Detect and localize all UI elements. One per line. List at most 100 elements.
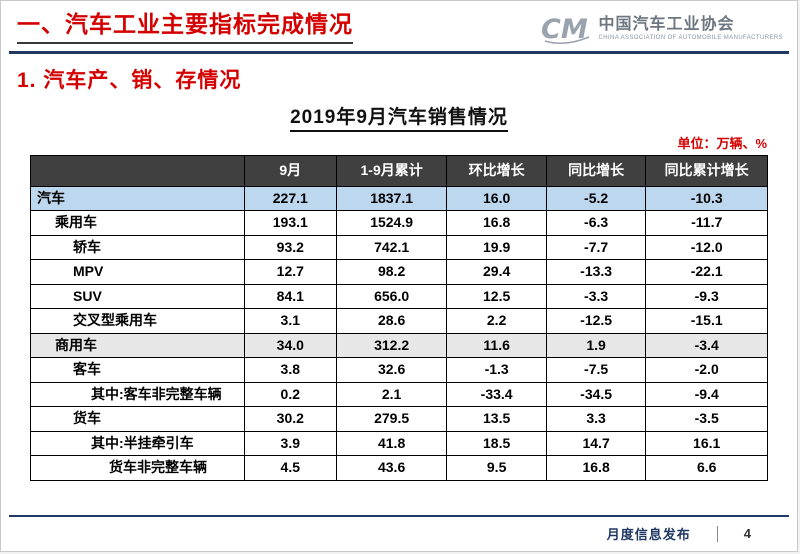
row-label: 乘用车 [30,210,245,236]
cell-value: -9.3 [645,283,768,309]
table-header-row: 9月 1-9月累计 环比增长 同比增长 同比累计增长 [30,155,768,187]
cell-value: 1837.1 [335,185,448,211]
cell-value: 16.1 [645,430,768,456]
footer-content: 月度信息发布 4 [1,517,797,543]
cell-value: -34.5 [545,381,647,407]
cell-value: -3.4 [645,332,768,358]
row-label: 交叉型乘用车 [30,308,245,334]
footer-divider [9,515,789,517]
table-row: MPV 12.7 98.2 29.4 -13.3 -22.1 [30,259,768,285]
row-label: 汽车 [30,185,245,211]
cell-value: -7.5 [545,357,647,383]
cell-value: -10.3 [645,185,768,211]
cell-value: 656.0 [335,283,448,309]
cell-value: -9.4 [645,381,768,407]
cell-value: -5.2 [545,185,647,211]
unit-note: 单位：万辆、% [677,136,767,151]
table-row: SUV 84.1 656.0 12.5 -3.3 -9.3 [30,283,768,309]
footer-label: 月度信息发布 [606,527,691,542]
row-label: 其中:客车非完整车辆 [30,381,245,407]
cell-value: 3.1 [243,308,337,334]
cell-value: 3.3 [545,406,647,432]
page-number: 4 [743,526,751,541]
section-title: 1. 汽车产、销、存情况 [17,69,242,92]
table-row: 其中:半挂牵引车 3.9 41.8 18.5 14.7 16.1 [30,430,768,456]
cell-value: 19.9 [446,234,547,260]
cell-value: 34.0 [243,332,337,358]
cell-value: 3.9 [243,430,337,456]
row-label: 货车 [30,406,245,432]
cell-value: -15.1 [645,308,768,334]
logo-org-name: 中国汽车工业协会 [598,16,735,34]
cell-value: 742.1 [335,234,448,260]
table-row: 客车 3.8 32.6 -1.3 -7.5 -2.0 [30,357,768,383]
table-row: 交叉型乘用车 3.1 28.6 2.2 -12.5 -15.1 [30,308,768,334]
cell-value: 12.5 [446,283,547,309]
cell-value: -11.7 [645,210,768,236]
page-title: 一、汽车工业主要指标完成情况 [17,11,353,44]
cell-value: 312.2 [335,332,448,358]
cell-value: 12.7 [243,259,337,285]
cell-value: 6.6 [645,455,768,481]
cell-value: 1524.9 [335,210,448,236]
row-label: 商用车 [30,332,245,358]
column-header: 同比增长 [545,155,647,187]
cell-value: 16.0 [446,185,547,211]
cell-value: 43.6 [335,455,448,481]
row-label: 货车非完整车辆 [30,455,245,481]
row-label: 其中:半挂牵引车 [30,430,245,456]
cell-value: 18.5 [446,430,547,456]
cell-value: -13.3 [545,259,647,285]
column-header: 环比增长 [446,155,547,187]
cell-value: -12.5 [545,308,647,334]
cell-value: 4.5 [243,455,337,481]
cell-value: 2.1 [335,381,448,407]
cell-value: 29.4 [446,259,547,285]
cell-value: 30.2 [243,406,337,432]
table-row: 货车 30.2 279.5 13.5 3.3 -3.5 [30,406,768,432]
logo-text: 中国汽车工业协会 CHINA ASSOCIATION OF AUTOMOBILE… [599,16,783,42]
cell-value: 3.8 [243,357,337,383]
cell-value: 98.2 [335,259,448,285]
row-label: MPV [30,259,245,285]
cell-value: -3.3 [545,283,647,309]
row-label: SUV [30,283,245,309]
header-divider [9,51,789,54]
cell-value: 2.2 [446,308,547,334]
caam-logo: CM 中国汽车工业协会 CHINA ASSOCIATION OF AUTOMOB… [541,13,783,45]
cell-value: 1.9 [545,332,647,358]
table-title: 2019年9月汽车销售情况 [290,107,508,132]
cell-value: -1.3 [446,357,547,383]
cell-value: -3.5 [645,406,768,432]
cell-value: -33.4 [446,381,547,407]
cell-value: -2.0 [645,357,768,383]
cell-value: 193.1 [243,210,337,236]
table-body: 汽车 227.1 1837.1 16.0 -5.2 -10.3 乘用车 193.1 1524.9… [30,185,768,481]
cell-value: 93.2 [243,234,337,260]
cell-value: 84.1 [243,283,337,309]
cell-value: -7.7 [545,234,647,260]
table-row: 轿车 93.2 742.1 19.9 -7.7 -12.0 [30,234,768,260]
column-header: 同比累计增长 [645,155,768,187]
column-header [30,155,245,187]
table-row: 其中:客车非完整车辆 0.2 2.1 -33.4 -34.5 -9.4 [30,381,768,407]
cell-value: 28.6 [335,308,448,334]
column-header: 9月 [243,155,337,187]
cell-value: 16.8 [545,455,647,481]
row-label: 客车 [30,357,245,383]
cell-value: 279.5 [335,406,448,432]
cell-value: 9.5 [446,455,547,481]
table-row: 商用车 34.0 312.2 11.6 1.9 -3.4 [30,332,768,358]
table-title-wrap: 2019年9月汽车销售情况 [1,102,797,132]
sales-table: 9月 1-9月累计 环比增长 同比增长 同比累计增长 汽车 227.1 1837.1 16.0… [30,155,768,481]
table-row: 乘用车 193.1 1524.9 16.8 -6.3 -11.7 [30,210,768,236]
cell-value: -22.1 [645,259,768,285]
table-row: 汽车 227.1 1837.1 16.0 -5.2 -10.3 [30,185,768,211]
cell-value: 13.5 [446,406,547,432]
column-header: 1-9月累计 [335,155,448,187]
cell-value: 11.6 [446,332,547,358]
logo-org-name-en: CHINA ASSOCIATION OF AUTOMOBILE MANUFACT… [598,34,783,41]
cell-value: 32.6 [335,357,448,383]
footer-separator [716,525,718,542]
cell-value: -12.0 [645,234,768,260]
